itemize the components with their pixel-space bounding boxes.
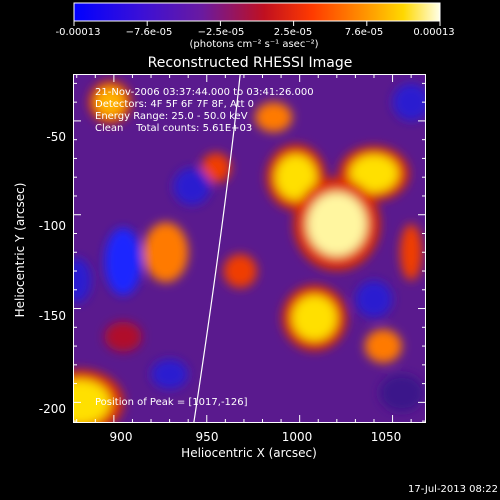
heatmap-image: [73, 74, 426, 423]
y-tick-label: -150: [38, 309, 66, 323]
y-tick-label: -200: [38, 402, 66, 416]
info-clean-counts: Clean Total counts: 5.61E+03: [95, 123, 253, 134]
x-axis-label: Heliocentric X (arcsec): [181, 446, 317, 460]
emission-blob: [223, 254, 257, 288]
negative-blob: [355, 280, 393, 318]
colorbar-units: (photons cm⁻² s⁻¹ asec⁻²): [189, 39, 319, 50]
negative-blob: [379, 374, 425, 412]
emission-blob: [399, 224, 423, 281]
info-energy-range: Energy Range: 25.0 - 50.0 keV: [95, 111, 248, 122]
plot-timestamp: 17-Jul-2013 08:22: [407, 484, 498, 495]
emission-blob: [349, 154, 399, 193]
colorbar-tick-label: 0.00013: [413, 27, 455, 38]
emission-blob: [73, 379, 111, 423]
negative-blob: [173, 167, 211, 206]
emission-blob: [307, 192, 367, 257]
solar-limb-line: [193, 74, 241, 423]
colorbar: [73, 2, 441, 26]
negative-blob: [392, 83, 426, 121]
emission-blob: [143, 222, 189, 283]
y-axis-label: Heliocentric Y (arcsec): [13, 182, 27, 318]
info-peak-position: Position of Peak = [1017,-126]: [95, 397, 248, 408]
colorbar-tick-label: −2.5e-05: [197, 27, 245, 38]
colorbar-tick-label: 7.6e-05: [344, 27, 384, 38]
x-tick-label: 1050: [370, 430, 402, 444]
emission-blob: [95, 87, 126, 118]
negative-blob: [151, 359, 189, 390]
x-tick-label: 1000: [281, 430, 313, 444]
emission-blob: [255, 102, 293, 133]
plot-area: 21-Nov-2006 03:37:44.000 to 03:41:26.000…: [73, 74, 426, 423]
emission-blob: [364, 329, 402, 363]
info-time-range: 21-Nov-2006 03:37:44.000 to 03:41:26.000: [95, 87, 314, 98]
negative-blob: [73, 257, 92, 303]
colorbar-tick-label: 2.5e-05: [273, 27, 313, 38]
info-detectors: Detectors: 4F 5F 6F 7F 8F, Att 0: [95, 99, 255, 110]
negative-blob: [104, 227, 142, 296]
x-tick-label: 900: [109, 430, 133, 444]
plot-border: [73, 74, 426, 423]
emission-blob: [201, 152, 231, 183]
emission-blob: [292, 295, 337, 341]
y-tick-label: -100: [38, 219, 66, 233]
colorbar-tick-label: -0.00013: [55, 27, 101, 38]
colorbar-gradient: [73, 2, 441, 22]
x-tick-label: 950: [195, 430, 219, 444]
emission-blob: [275, 154, 317, 200]
chart-title: Reconstructed RHESSI Image: [147, 55, 353, 71]
emission-blob: [104, 321, 142, 352]
colorbar-tick-label: −7.6e-05: [125, 27, 173, 38]
y-tick-label: -50: [46, 130, 66, 144]
